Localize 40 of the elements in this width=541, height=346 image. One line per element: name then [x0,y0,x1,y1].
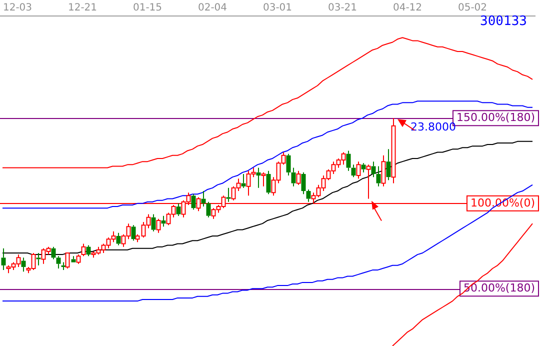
x-tick-label: 01-15 [132,2,162,14]
candlestick [1,248,6,271]
annotation: 23.8000 [410,120,456,134]
candlestick [151,214,156,232]
x-tick-label: 04-12 [392,2,422,14]
candlestick [266,170,271,195]
x-tick-label: 12-03 [2,2,32,14]
candlestick [56,256,61,270]
annotation: 150.00%(180) [456,111,536,124]
candlestick [86,244,91,257]
candlestick [256,167,261,188]
candlestick [191,194,196,210]
candlestick [176,202,181,216]
candlestick [301,172,306,195]
chart-title: 300133 [480,14,527,29]
candlestick [51,246,56,260]
candlestick [291,167,296,187]
x-tick-label: 05-02 [458,2,488,14]
candlestick [201,190,206,208]
candlestick [371,161,376,178]
candlestick [116,232,121,246]
candlestick [386,148,391,181]
candlestick [161,215,166,228]
candlestick [346,150,351,172]
candlestick [36,252,41,266]
candlestick [131,224,136,242]
candlestick [21,257,26,272]
candlestick [351,164,356,178]
candlestick [286,153,291,176]
candlestick [226,187,231,202]
x-tick-label: 12-21 [68,2,98,14]
candlestick [71,256,76,262]
candlestick [206,201,211,218]
candlestick [241,173,246,188]
candlestick [376,166,381,187]
x-tick-label: 03-01 [262,2,292,14]
candlestick [361,162,366,173]
x-tick-label: 02-04 [198,2,228,14]
candlestick [306,188,311,202]
x-tick-label: 03-21 [328,2,358,14]
